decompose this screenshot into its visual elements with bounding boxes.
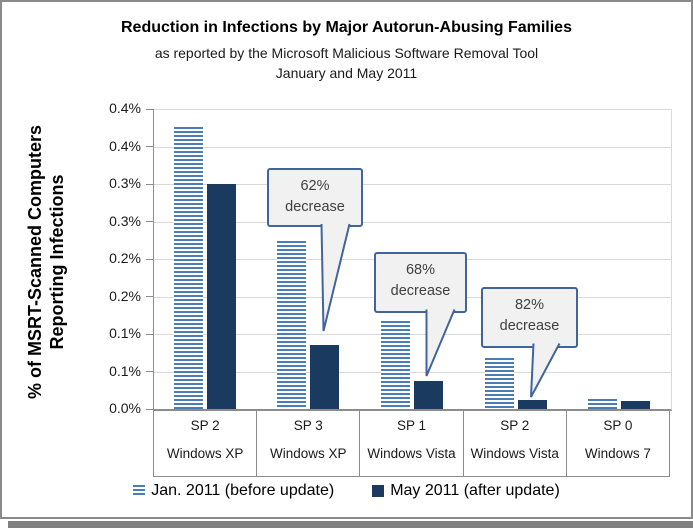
bar-may-2011-windows-xp-sp-2 <box>206 184 236 409</box>
callout-82-decrease: 82% decrease <box>481 287 578 348</box>
bar-jan-2011-windows-7-sp-0 <box>588 399 618 409</box>
y-axis-tick-label: 0.3% <box>109 212 141 229</box>
y-axis-tick-mark <box>146 108 153 110</box>
x-axis-category-windows-xp-sp-3: SP 3 Windows XP <box>257 409 361 476</box>
category-os-label: Windows 7 <box>584 446 651 461</box>
legend-swatch-solid-icon <box>372 485 385 497</box>
bar-may-2011-windows-xp-sp-3 <box>310 345 340 409</box>
category-sp-label: SP 1 <box>396 418 427 433</box>
bar-jan-2011-windows-vista-sp-1 <box>381 321 410 409</box>
y-axis-tick-mark <box>146 183 153 185</box>
bar-may-2011-windows-vista-sp-2 <box>517 400 547 409</box>
y-axis-title: % of MSRT-Scanned Computers Reporting In… <box>24 82 68 442</box>
bar-may-2011-windows-vista-sp-1 <box>414 381 443 409</box>
y-axis-tick-label: 0.1% <box>109 325 141 341</box>
y-axis-tick-mark <box>146 221 153 222</box>
y-axis-tick-label: 0.2% <box>109 250 141 266</box>
gridline <box>154 146 671 148</box>
callout-value-label: 82% <box>514 297 545 313</box>
plot-area <box>153 109 672 411</box>
category-os-label: Windows XP <box>270 446 347 461</box>
bar-jan-2011-windows-xp-sp-2 <box>173 127 203 409</box>
x-axis-category-windows-xp-sp-2: SP 2 Windows XP <box>154 409 258 476</box>
chart-title: Reduction in Infections by Major Autorun… <box>121 19 572 36</box>
legend-swatch-striped-icon <box>133 485 146 497</box>
legend-item-may-2011: May 2011 (after update) <box>372 482 560 500</box>
category-sp-label: SP 3 <box>293 418 323 433</box>
y-axis-tick-mark <box>146 371 153 372</box>
callout-62-decrease: 62% decrease <box>267 168 363 227</box>
y-axis-title-line1: % of MSRT-Scanned Computers <box>25 124 45 400</box>
drop-shadow <box>8 521 693 528</box>
callout-text-label: decrease <box>390 283 451 299</box>
x-axis-category-windows-7-sp-0: SP 0 Windows 7 <box>567 409 669 476</box>
callout-68-decrease: 68% decrease <box>374 252 467 313</box>
chart-subtitle-line1: as reported by the Microsoft Malicious S… <box>154 45 539 61</box>
category-os-label: Windows XP <box>166 446 244 461</box>
gridline <box>154 184 671 185</box>
category-sp-label: SP 2 <box>500 418 530 433</box>
y-axis-title-line2: Reporting Infections <box>47 174 67 350</box>
callout-value-label: 62% <box>300 178 330 194</box>
legend: Jan. 2011 (before update) May 2011 (afte… <box>0 482 693 500</box>
x-axis-label-box: SP 2 Windows XP SP 3 Windows XP SP 1 Windows … <box>153 409 670 477</box>
bar-may-2011-windows-7-sp-0 <box>621 401 651 409</box>
category-sp-label: SP 0 <box>603 418 633 433</box>
y-axis-tick-mark <box>146 333 153 335</box>
y-axis-tick-label: 0.4% <box>109 137 141 154</box>
chart-subtitle-line2: January and May 2011 <box>275 65 418 81</box>
y-axis-tick-label: 0.3% <box>109 175 141 191</box>
gridline <box>154 109 671 110</box>
category-os-label: Windows Vista <box>470 446 559 461</box>
y-axis-tick-label: 0.4% <box>109 100 141 116</box>
y-axis-tick-label: 0.2% <box>109 287 141 304</box>
gridline <box>154 334 671 335</box>
legend-label-jan-2011: Jan. 2011 (before update) <box>151 482 335 499</box>
callout-text-label: decrease <box>285 199 345 215</box>
x-axis-category-windows-vista-sp-1: SP 1 Windows Vista <box>360 409 464 476</box>
y-axis-tick-mark <box>146 408 153 410</box>
callout-value-label: 68% <box>405 262 436 278</box>
bar-jan-2011-windows-vista-sp-2 <box>484 358 514 409</box>
y-axis-tick-mark <box>146 146 153 147</box>
y-axis-tick-mark <box>146 296 153 297</box>
bar-jan-2011-windows-xp-sp-3 <box>277 241 307 409</box>
y-axis-tick-mark <box>146 258 153 260</box>
x-axis-category-windows-vista-sp-2: SP 2 Windows Vista <box>464 409 567 476</box>
y-axis-tick-label: 0.1% <box>109 362 141 379</box>
category-sp-label: SP 2 <box>190 418 220 433</box>
gridline <box>154 371 671 373</box>
callout-text-label: decrease <box>499 318 560 334</box>
y-axis-tick-label: 0.0% <box>109 400 141 416</box>
legend-label-may-2011: May 2011 (after update) <box>390 482 560 499</box>
category-os-label: Windows Vista <box>367 446 456 461</box>
legend-item-jan-2011: Jan. 2011 (before update) <box>133 482 334 500</box>
gridline <box>154 221 671 223</box>
